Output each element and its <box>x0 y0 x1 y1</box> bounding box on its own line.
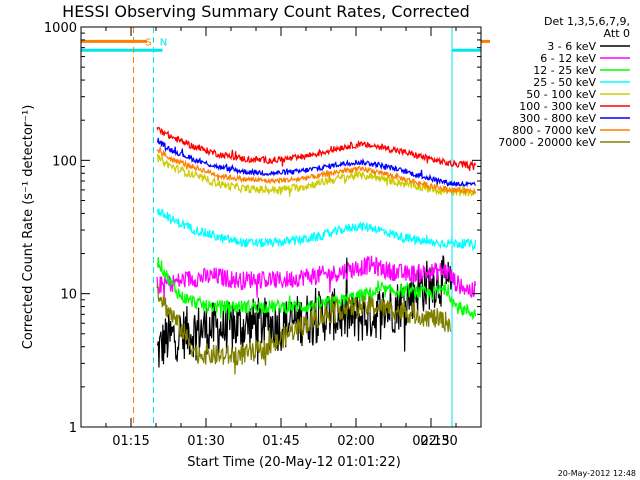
y-axis-label: Corrected Count Rate (s⁻¹ detector⁻¹) <box>21 105 36 350</box>
y-tick-label-0: 1 <box>69 421 77 436</box>
y-tick-label-2: 100 <box>52 154 77 169</box>
legend-label-5: 100 - 300 keV <box>519 100 596 113</box>
legend-label-2: 12 - 25 keV <box>533 64 596 77</box>
legend-label-7: 800 - 7000 keV <box>512 124 596 137</box>
series-line-4 <box>156 153 477 197</box>
flag-label-0: S <box>145 37 151 48</box>
legend-label-8: 7000 - 20000 keV <box>498 136 596 149</box>
series-line-6 <box>156 137 477 188</box>
x-tick-label-4: 02:15 <box>412 434 449 449</box>
x-tick-label-0: 01:15 <box>112 434 149 449</box>
series-line-7 <box>156 145 476 196</box>
timestamp-label: 20-May-2012 12:48 <box>558 469 636 478</box>
x-tick-label-2: 01:45 <box>262 434 299 449</box>
x-tick-label-3: 02:00 <box>337 434 374 449</box>
y-tick-label-3: 1000 <box>44 21 77 36</box>
flag-label-1: N <box>160 37 167 48</box>
x-axis-label: Start Time (20-May-12 01:01:22) <box>187 455 401 470</box>
legend-label-0: 3 - 6 keV <box>547 40 596 53</box>
series-line-8 <box>156 283 452 375</box>
series-line-5 <box>156 126 477 172</box>
legend-label-1: 6 - 12 keV <box>540 52 596 65</box>
legend-label-3: 25 - 50 keV <box>533 76 596 89</box>
series-line-1 <box>156 255 477 300</box>
series-line-2 <box>156 257 477 321</box>
chart-title: HESSI Observing Summary Count Rates, Cor… <box>62 2 470 21</box>
series-line-3 <box>156 208 477 252</box>
legend-header-1: Att 0 <box>604 27 630 40</box>
plot-frame <box>80 26 482 428</box>
legend-header-0: Det 1,3,5,6,7,9, <box>544 15 630 28</box>
legend-label-6: 300 - 800 keV <box>519 112 596 125</box>
y-tick-label-1: 10 <box>60 288 77 303</box>
legend-label-4: 50 - 100 keV <box>526 88 596 101</box>
x-tick-label-5: 02:30 <box>420 434 457 449</box>
x-tick-label-1: 01:30 <box>187 434 224 449</box>
